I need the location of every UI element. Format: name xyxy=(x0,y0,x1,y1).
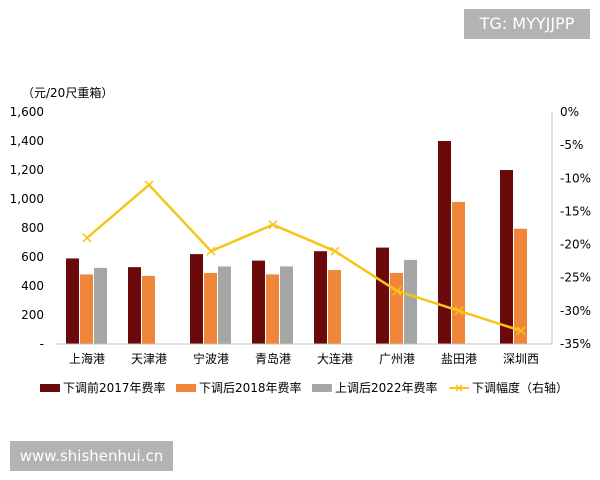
category-label: 青岛港 xyxy=(255,351,291,366)
left-tick-label: - xyxy=(40,337,44,351)
decline-line-marker xyxy=(330,246,340,256)
decline-line-marker xyxy=(454,306,464,316)
category-label: 盐田港 xyxy=(441,352,477,366)
axes xyxy=(56,112,553,345)
legend-swatch xyxy=(312,384,332,392)
legend-item-4: 下调幅度（右轴） xyxy=(449,380,568,395)
category-label: 天津港 xyxy=(131,352,167,366)
legend-item-3: 上调后2022年费率 xyxy=(312,380,438,395)
watermark-tg: TG: MYYJJPP xyxy=(464,9,590,39)
category-label: 深圳西 xyxy=(503,352,539,366)
bar-1 xyxy=(128,267,141,344)
bar-2 xyxy=(514,228,527,344)
bar-1 xyxy=(438,141,451,344)
left-tick-label: 1,400 xyxy=(10,134,44,148)
left-tick-label: 1,000 xyxy=(10,192,44,206)
bar-1 xyxy=(190,254,203,344)
bar-2 xyxy=(452,201,465,344)
decline-line-path xyxy=(86,183,522,332)
bar-1 xyxy=(252,260,265,344)
left-tick-label: 1,600 xyxy=(10,105,44,119)
bar-3 xyxy=(280,266,293,344)
category-label: 上海港 xyxy=(69,351,105,366)
bar-2 xyxy=(80,274,93,344)
bar-2 xyxy=(204,272,217,344)
right-tick-label: -25% xyxy=(560,271,591,285)
legend-label: 下调后2018年费率 xyxy=(199,380,302,395)
bar-1 xyxy=(376,247,389,344)
decline-line-marker xyxy=(206,246,216,256)
left-axis-ticks: - 200 400 600 800 1,000 1,200 1,400 1,600 xyxy=(10,105,44,351)
bar-1 xyxy=(314,251,327,344)
decline-line xyxy=(82,180,526,336)
legend-item-1: 下调前2017年费率 xyxy=(40,380,166,395)
decline-line-marker xyxy=(268,220,278,230)
bar-2 xyxy=(266,274,279,344)
right-tick-label: -15% xyxy=(560,204,591,218)
left-tick-label: 200 xyxy=(21,308,44,322)
left-tick-label: 1,200 xyxy=(10,163,44,177)
left-tick-label: 600 xyxy=(21,250,44,264)
right-tick-label: -35% xyxy=(560,337,591,351)
category-labels: 上海港 天津港 宁波港 青岛港 大连港 广州港 盐田港 深圳西 xyxy=(69,351,539,366)
legend-item-2: 下调后2018年费率 xyxy=(176,380,302,395)
decline-line-marker xyxy=(144,180,154,190)
bar-1 xyxy=(500,170,513,344)
bar-2 xyxy=(390,272,403,344)
bar-3 xyxy=(94,267,107,344)
decline-line-marker xyxy=(516,326,526,336)
legend: 下调前2017年费率 下调后2018年费率 上调后2022年费率 下调幅度（右轴） xyxy=(40,380,568,395)
left-tick-label: 800 xyxy=(21,221,44,235)
category-label: 宁波港 xyxy=(193,351,229,366)
legend-swatch xyxy=(176,384,196,392)
bars xyxy=(66,141,527,344)
category-label: 大连港 xyxy=(317,351,353,366)
legend-swatch xyxy=(40,384,60,392)
bar-2 xyxy=(142,275,155,344)
right-tick-label: -30% xyxy=(560,304,591,318)
bar-2 xyxy=(328,270,341,344)
right-tick-label: 0% xyxy=(560,105,579,119)
decline-line-marker xyxy=(82,233,92,243)
decline-line-marker xyxy=(392,286,402,296)
legend-label: 下调前2017年费率 xyxy=(63,380,166,395)
right-axis-ticks: -35% -30% -25% -20% -15% -10% -5% 0% xyxy=(560,105,591,351)
left-axis-unit-label: （元/20尺重箱） xyxy=(22,85,113,100)
bar-3 xyxy=(404,259,417,344)
right-tick-label: -5% xyxy=(560,138,583,152)
legend-label: 上调后2022年费率 xyxy=(335,380,438,395)
category-label: 广州港 xyxy=(379,352,415,366)
right-tick-label: -10% xyxy=(560,171,591,185)
bar-1 xyxy=(66,258,79,344)
bar-3 xyxy=(218,266,231,344)
legend-label: 下调幅度（右轴） xyxy=(472,380,568,395)
right-tick-label: -20% xyxy=(560,238,591,252)
left-tick-label: 400 xyxy=(21,279,44,293)
watermark-site: www.shishenhui.cn xyxy=(10,441,173,471)
